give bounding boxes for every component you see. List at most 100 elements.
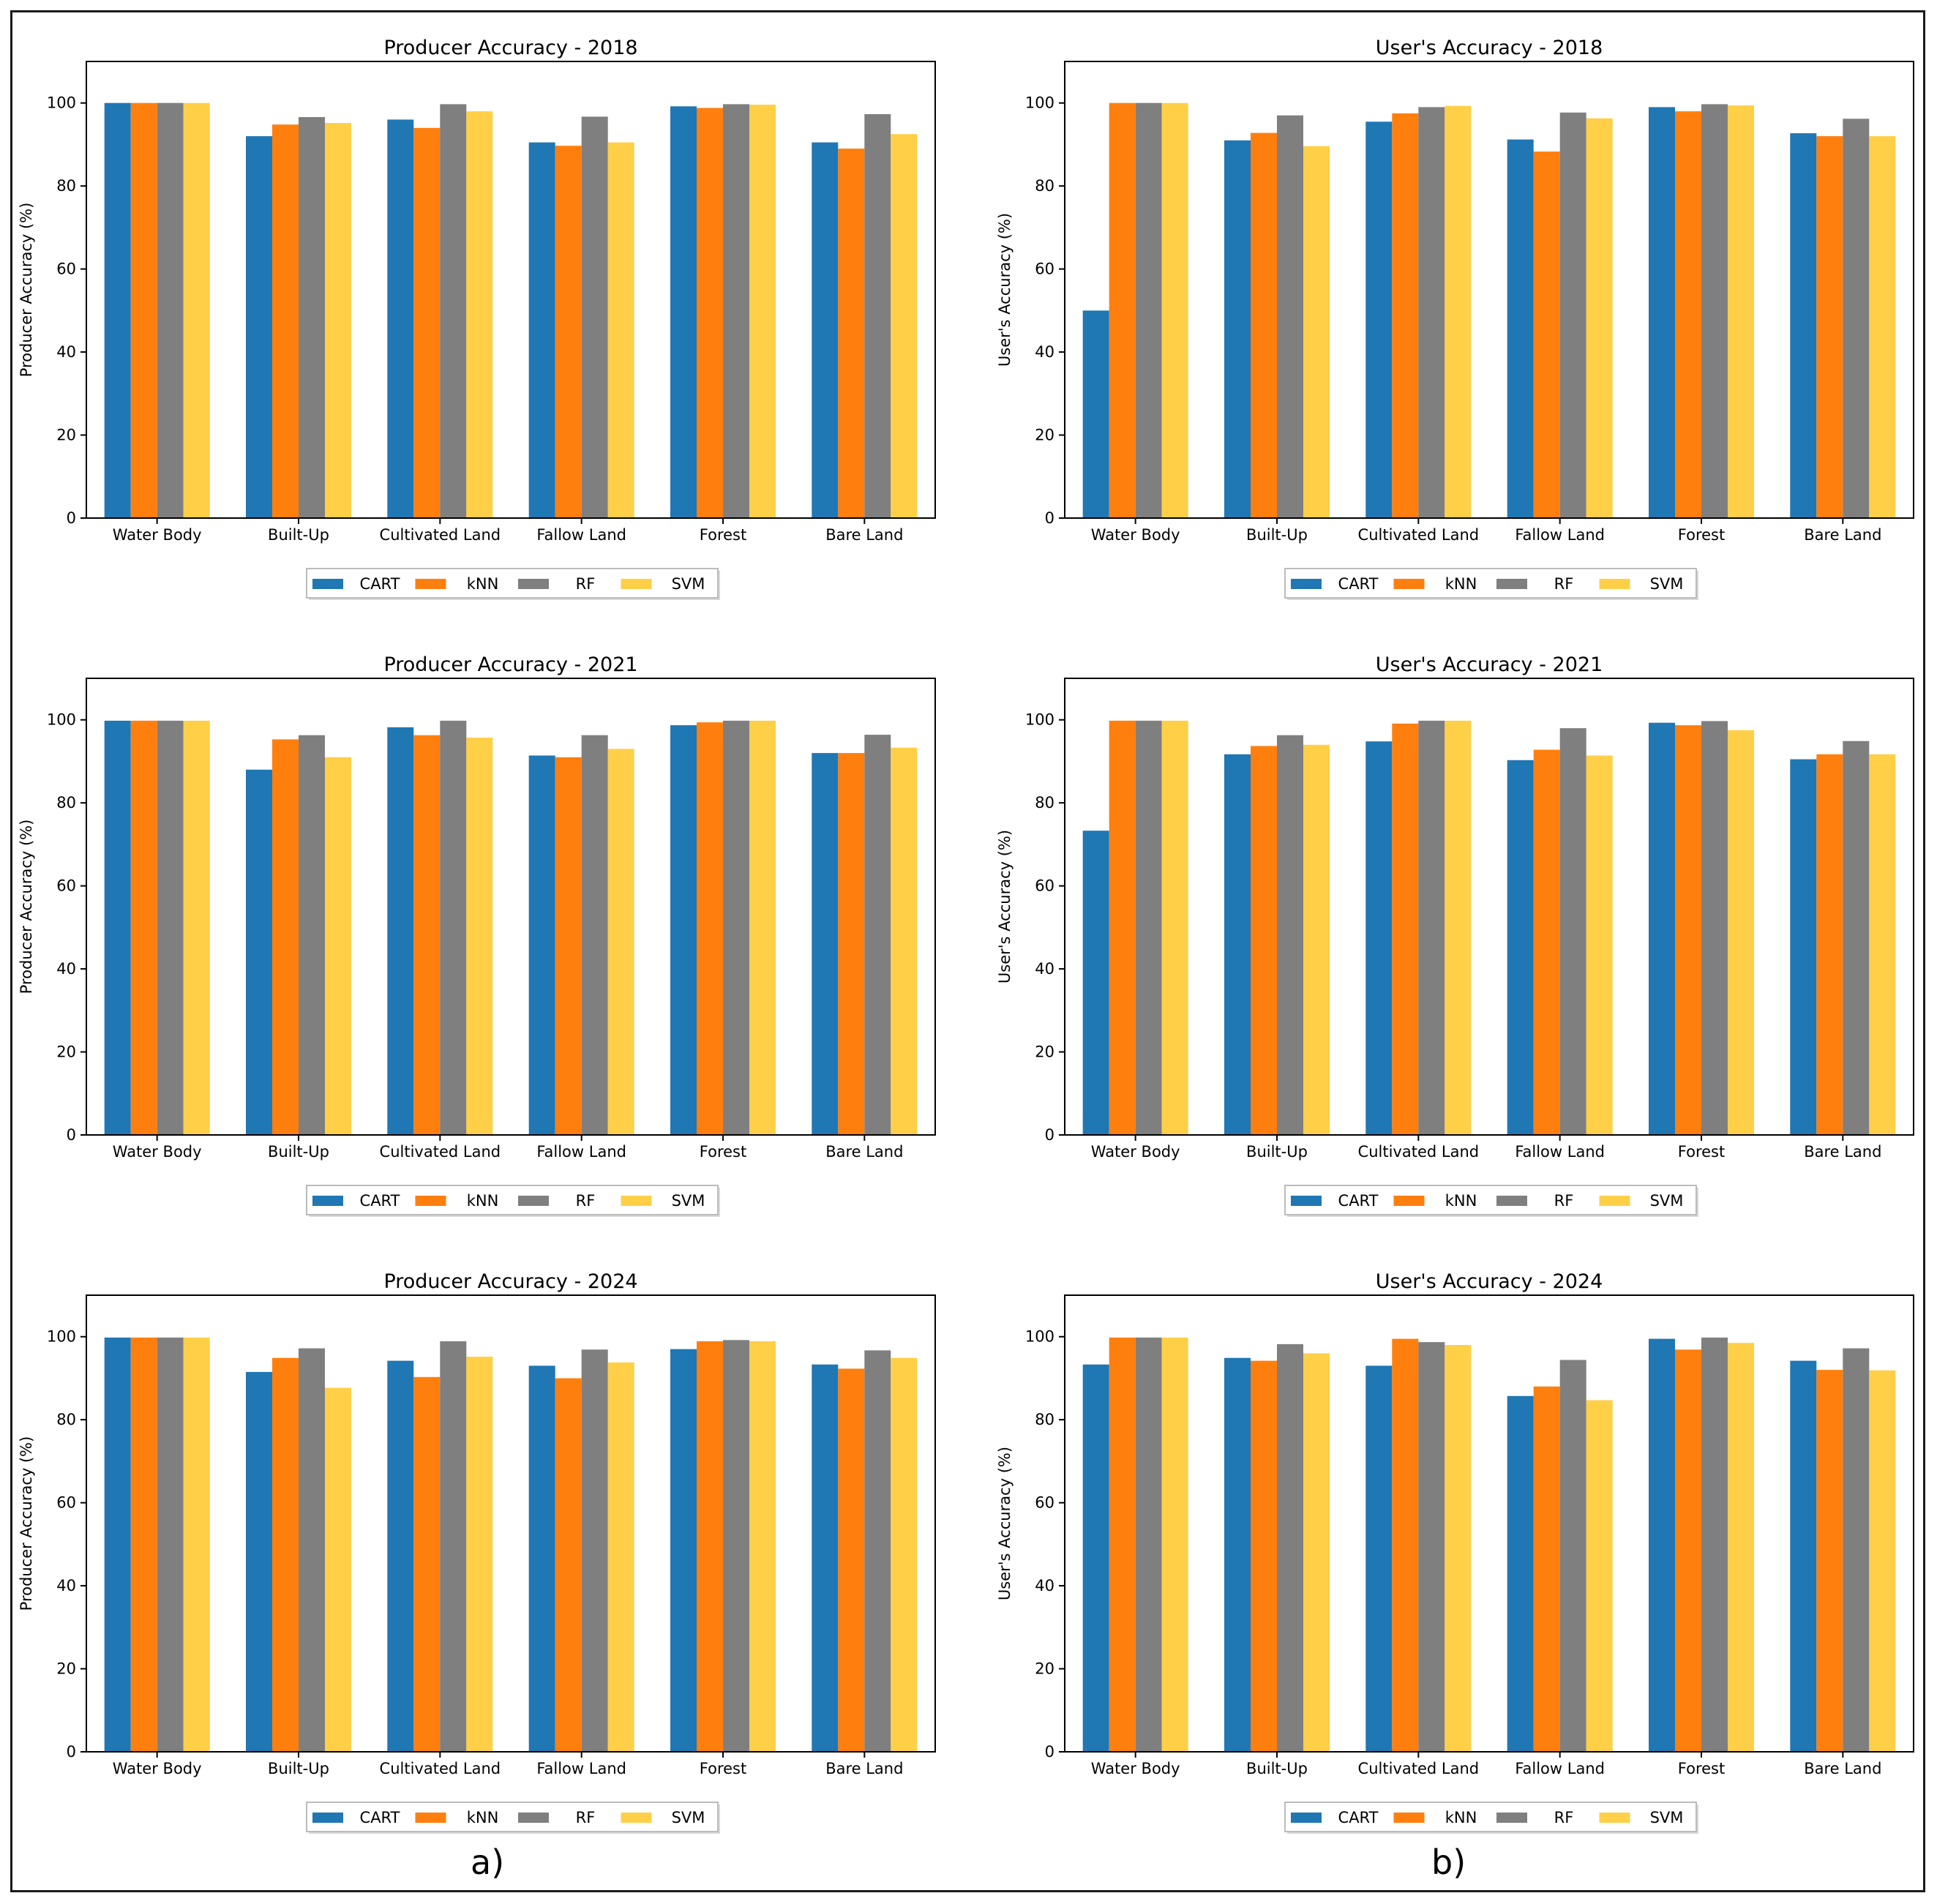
bar-rf-water-body bbox=[157, 1337, 184, 1752]
y-axis-label: User's Accuracy (%) bbox=[996, 1447, 1014, 1600]
y-tick-label: 100 bbox=[1025, 711, 1054, 729]
legend-label-svm: SVM bbox=[672, 575, 705, 593]
bar-cart-cultivated-land bbox=[387, 1360, 414, 1752]
legend-label-rf: RF bbox=[576, 1809, 596, 1826]
bar-rf-bare-land bbox=[864, 1350, 891, 1752]
x-tick-label: Fallow Land bbox=[1515, 1143, 1605, 1161]
y-axis-label: Producer Accuracy (%) bbox=[18, 1436, 35, 1611]
y-tick-label: 20 bbox=[56, 1660, 76, 1678]
bar-rf-built-up bbox=[299, 735, 325, 1135]
y-tick-label: 60 bbox=[56, 877, 76, 895]
legend-swatch-svm bbox=[1599, 1196, 1630, 1206]
x-tick-label: Forest bbox=[1678, 1143, 1725, 1161]
bar-svm-bare-land bbox=[891, 1357, 918, 1752]
bar-svm-forest bbox=[1728, 105, 1754, 519]
axes-frame bbox=[1064, 1294, 1914, 1753]
x-tick-label: Forest bbox=[700, 1760, 746, 1777]
bar-cart-built-up bbox=[1224, 1357, 1251, 1752]
bar-knn-fallow-land bbox=[555, 1378, 582, 1752]
bar-svm-built-up bbox=[325, 123, 351, 518]
x-tick-label: Water Body bbox=[113, 526, 202, 544]
bar-cart-bare-land bbox=[1790, 133, 1817, 519]
bar-cart-bare-land bbox=[812, 142, 839, 519]
bar-rf-built-up bbox=[1277, 115, 1303, 518]
x-tick-label: Forest bbox=[1678, 526, 1725, 544]
bar-cart-forest bbox=[1649, 107, 1675, 518]
legend-label-knn: kNN bbox=[1445, 575, 1477, 593]
bar-svm-cultivated-land bbox=[1445, 720, 1472, 1135]
bar-knn-cultivated-land bbox=[413, 127, 441, 519]
bar-rf-cultivated-land bbox=[1418, 720, 1445, 1135]
y-tick-label: 40 bbox=[1035, 343, 1054, 361]
legend-label-knn: kNN bbox=[1445, 1809, 1477, 1826]
bar-cart-cultivated-land bbox=[1365, 741, 1393, 1135]
bar-knn-built-up bbox=[272, 124, 299, 518]
bar-cart-built-up bbox=[1224, 140, 1251, 519]
bar-cart-fallow-land bbox=[1507, 139, 1534, 519]
x-tick-label: Fallow Land bbox=[536, 1760, 626, 1777]
bar-rf-water-body bbox=[157, 720, 184, 1135]
bar-rf-water-body bbox=[1135, 102, 1162, 518]
bar-rf-water-body bbox=[157, 102, 184, 518]
panel-label-b: b) bbox=[1431, 1843, 1466, 1882]
bar-rf-cultivated-land bbox=[1418, 107, 1445, 518]
bar-svm-built-up bbox=[325, 757, 351, 1135]
figure-frame bbox=[10, 10, 1925, 1892]
chart-title: Producer Accuracy - 2024 bbox=[383, 1270, 637, 1293]
axes-frame bbox=[86, 678, 936, 1136]
x-tick-label: Fallow Land bbox=[536, 1143, 626, 1161]
bar-cart-fallow-land bbox=[528, 755, 555, 1135]
bar-cart-cultivated-land bbox=[387, 119, 414, 518]
legend-swatch-svm bbox=[1599, 1813, 1630, 1823]
chart-title: Producer Accuracy - 2018 bbox=[383, 37, 637, 59]
y-tick-label: 60 bbox=[1035, 1494, 1054, 1512]
legend-label-cart: CART bbox=[360, 1809, 400, 1826]
legend-swatch-cart bbox=[1291, 1196, 1322, 1206]
bar-knn-cultivated-land bbox=[1392, 1338, 1419, 1752]
bar-rf-built-up bbox=[1277, 1343, 1303, 1752]
bar-knn-forest bbox=[697, 722, 723, 1135]
bar-cart-forest bbox=[670, 1349, 697, 1752]
legend-label-cart: CART bbox=[1338, 1809, 1379, 1826]
bar-knn-bare-land bbox=[1816, 1370, 1843, 1752]
legend-swatch-svm bbox=[621, 1196, 652, 1206]
bar-cart-water-body bbox=[104, 720, 131, 1135]
legend-swatch-rf bbox=[518, 1813, 549, 1823]
y-tick-label: 40 bbox=[56, 1577, 76, 1594]
x-tick-label: Built-Up bbox=[1246, 1760, 1308, 1777]
bar-knn-built-up bbox=[1251, 132, 1277, 519]
bar-rf-fallow-land bbox=[581, 116, 608, 518]
x-tick-label: Water Body bbox=[1091, 526, 1180, 544]
bar-cart-bare-land bbox=[812, 753, 839, 1135]
bar-cart-bare-land bbox=[1790, 759, 1817, 1135]
x-tick-label: Cultivated Land bbox=[1358, 1143, 1480, 1161]
bar-cart-water-body bbox=[104, 1337, 131, 1752]
legend-swatch-knn bbox=[1393, 1196, 1425, 1206]
x-tick-label: Built-Up bbox=[268, 526, 329, 544]
bar-cart-bare-land bbox=[1790, 1360, 1817, 1752]
bar-svm-fallow-land bbox=[1586, 755, 1613, 1135]
bar-rf-forest bbox=[723, 1340, 749, 1752]
bar-svm-cultivated-land bbox=[1445, 1345, 1472, 1752]
legend-label-cart: CART bbox=[360, 575, 400, 593]
bar-cart-built-up bbox=[246, 136, 272, 519]
bar-knn-bare-land bbox=[838, 1368, 865, 1752]
bar-svm-bare-land bbox=[891, 134, 918, 519]
x-tick-label: Fallow Land bbox=[536, 526, 626, 544]
bar-rf-fallow-land bbox=[581, 1349, 608, 1752]
y-tick-label: 40 bbox=[1035, 960, 1054, 978]
chart-3: Producer Accuracy - 2021 Producer Accurac… bbox=[18, 653, 936, 1217]
legend-label-svm: SVM bbox=[1650, 1809, 1684, 1826]
bar-svm-cultivated-land bbox=[1445, 105, 1472, 518]
bar-cart-bare-land bbox=[812, 1364, 839, 1752]
axes-frame bbox=[1064, 61, 1914, 519]
bar-cart-cultivated-land bbox=[1365, 121, 1393, 519]
y-tick-label: 100 bbox=[47, 711, 76, 729]
legend-swatch-rf bbox=[1496, 1813, 1527, 1823]
axes-frame bbox=[86, 61, 936, 519]
legend-swatch-svm bbox=[621, 579, 652, 589]
chart-5: Producer Accuracy - 2024 Producer Accurac… bbox=[18, 1270, 936, 1834]
legend-label-svm: SVM bbox=[1650, 1192, 1684, 1210]
bar-knn-forest bbox=[697, 1341, 723, 1752]
y-tick-label: 0 bbox=[1045, 1743, 1054, 1761]
